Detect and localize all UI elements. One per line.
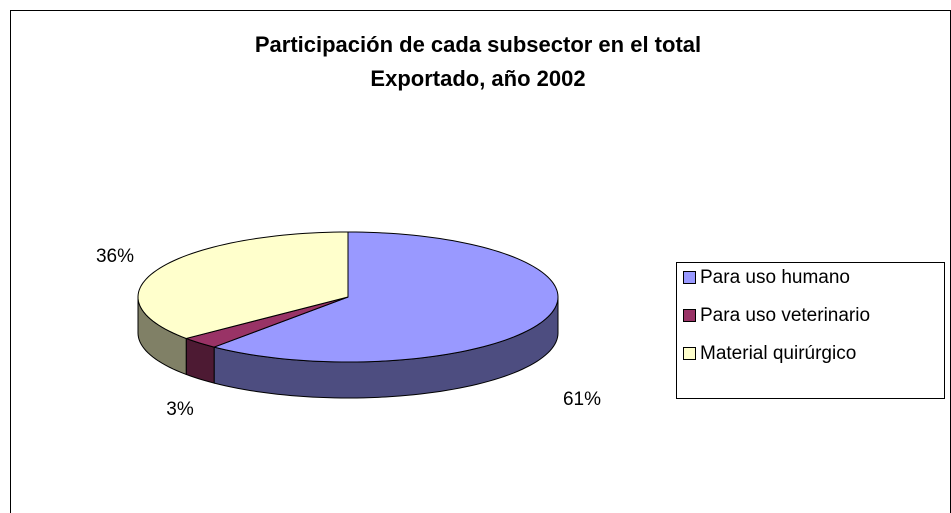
data-label: 3% bbox=[166, 399, 194, 420]
data-label: 36% bbox=[96, 246, 134, 267]
legend-swatch bbox=[683, 347, 696, 360]
pie-slice bbox=[184, 296, 349, 348]
chart-title: Exportado, año 2002 bbox=[370, 66, 585, 91]
legend-label: Para uso veterinario bbox=[700, 305, 870, 326]
legend-label: Material quirúrgico bbox=[700, 343, 856, 364]
legend-swatch bbox=[683, 309, 696, 322]
chart-title: Participación de cada subsector en el to… bbox=[255, 32, 701, 57]
legend-box bbox=[676, 262, 945, 399]
data-label: 61% bbox=[563, 389, 601, 410]
legend-swatch bbox=[683, 271, 696, 284]
pie-slice bbox=[212, 231, 559, 363]
pie-slice bbox=[137, 231, 349, 339]
legend-label: Para uso humano bbox=[700, 267, 850, 288]
